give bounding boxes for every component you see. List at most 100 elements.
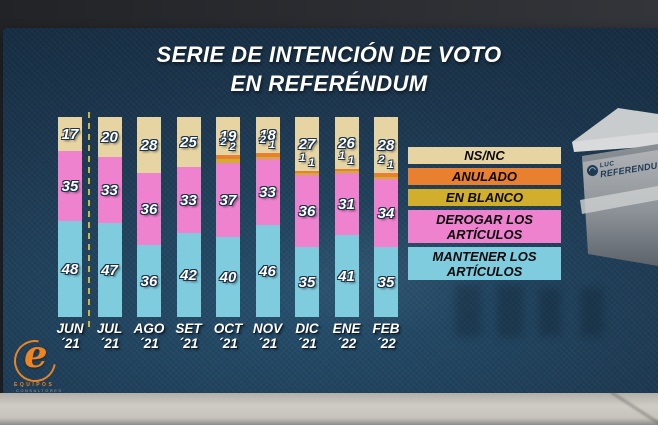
en-blanco-value: 1 [387, 159, 394, 171]
bar-value: 46 [259, 262, 276, 280]
bar-value: 17 [61, 125, 79, 143]
bar-segment-mantener-los-art-culos: 46 [255, 225, 280, 317]
month-label: FEB ´22 [364, 321, 408, 351]
bar-value: 36 [298, 202, 316, 220]
stacked-bar-ago-21: 36 36 28 [137, 117, 161, 317]
stacked-bar-dic-21: 35 36 27 1 1 [295, 117, 319, 317]
bar-value: 34 [377, 204, 395, 222]
bar-value: 26 [338, 134, 355, 152]
month-year: ´21 [99, 335, 120, 351]
bar-segment-derogar-los-art-culos: 36 [137, 173, 161, 245]
bar-segment-en-blanco [374, 177, 398, 179]
bar-segment-derogar-los-art-culos: 33 [176, 167, 201, 233]
bar-value: 48 [61, 260, 79, 278]
legend-item-mantener-los-art-culos: MANTENER LOS ARTÍCULOS [408, 247, 561, 280]
bar-segment-anulado [334, 169, 359, 171]
legend-label: EN BLANCO [445, 190, 524, 205]
ballot-box-ledge [580, 186, 658, 214]
ballot-box-brand-top: LUC [599, 160, 615, 169]
equipos-logo-name: EQUIPOS [14, 382, 55, 388]
bar-value: 25 [180, 133, 197, 151]
legend-item-en-blanco: EN BLANCO [408, 189, 561, 206]
studio-floor [0, 393, 658, 425]
anulado-value: 2 [259, 134, 266, 146]
month-year: ´21 [60, 335, 80, 351]
bar-segment-en-blanco [255, 157, 280, 159]
stacked-bar-ene-22: 41 31 26 1 1 [334, 117, 359, 317]
month-label: JUN ´21 [48, 321, 92, 351]
bar-value: 20 [101, 128, 118, 146]
bar-value: 42 [180, 266, 197, 284]
ballot-box-lid-front [572, 132, 658, 152]
bar-value: 33 [259, 183, 276, 201]
bar-value: 41 [338, 267, 355, 285]
ballot-box-lid-top [572, 108, 658, 146]
bar-value: 35 [298, 273, 316, 291]
bar-value: 40 [219, 268, 237, 286]
bar-segment-mantener-los-art-culos: 48 [58, 221, 82, 317]
anulado-value: 2 [220, 136, 227, 148]
legend-label: ARTÍCULOS [446, 226, 523, 242]
legend-label: MANTENER LOS [432, 248, 537, 264]
bar-segment-anulado [295, 171, 319, 173]
bar-segment-derogar-los-art-culos: 31 [334, 173, 359, 235]
bar-segment-mantener-los-art-culos: 35 [295, 247, 319, 317]
anulado-value: 1 [299, 152, 306, 164]
stacked-bar-oct-21: 40 37 19 2 2 [216, 117, 240, 317]
bar-segment-mantener-los-art-culos: 47 [97, 223, 122, 317]
bar-value: 31 [338, 195, 355, 213]
en-blanco-value: 1 [348, 155, 355, 167]
month-year: ´21 [178, 335, 199, 351]
month-year: ´21 [257, 335, 278, 351]
referendum-logo-icon [586, 165, 598, 177]
ballot-box-lid-shadow [582, 144, 658, 162]
bar-segment-derogar-los-art-culos: 33 [255, 159, 280, 225]
bar-segment-anulado [216, 155, 240, 159]
anulado-value: 2 [378, 154, 385, 166]
month-year: ´22 [336, 335, 357, 351]
month-year: ´21 [139, 335, 159, 351]
legend-item-derogar-los-art-culos: DEROGAR LOS ARTÍCULOS [408, 210, 561, 243]
month-name: AGO [133, 321, 165, 336]
month-year: ´21 [297, 335, 317, 351]
month-label: AGO ´21 [127, 321, 171, 351]
bar-value: 18 [259, 126, 276, 144]
legend-item-ns-nc: NS/NC [408, 147, 561, 164]
legend-item-anulado: ANULADO [408, 168, 561, 185]
month-name: OCT [213, 321, 243, 336]
bar-segment-ns-nc: 28 [137, 117, 161, 173]
bar-value: 47 [101, 261, 118, 279]
month-label: DIC ´21 [285, 321, 329, 351]
legend: NS/NC ANULADO EN BLANCO DEROGAR LOS ARTÍCULO… [408, 147, 561, 280]
page-title: SERIE DE INTENCIÓN DE VOTO EN REFERÉNDUM [0, 40, 658, 98]
bar-segment-ns-nc: 19 [216, 117, 240, 155]
month-year: ´22 [376, 335, 396, 351]
legend-label: DEROGAR LOS [436, 211, 533, 227]
referendum-logo-swirl [589, 167, 596, 172]
bar-segment-derogar-los-art-culos: 37 [216, 163, 240, 237]
ballot-box-illustration: LUC REFERENDUM [572, 108, 658, 266]
month-name: JUN [56, 321, 84, 336]
bar-segment-mantener-los-art-culos: 35 [374, 247, 398, 317]
bar-segment-ns-nc: 18 [255, 117, 280, 153]
en-blanco-value: 1 [308, 157, 315, 169]
stacked-bar-nov-21: 46 33 18 2 1 [255, 117, 280, 317]
equipos-logo-subname: CONSULTORES [16, 388, 63, 393]
month-label: JUL ´21 [88, 321, 132, 351]
bar-value: 35 [61, 177, 79, 195]
legend-label: NS/NC [464, 148, 505, 163]
month-name: ENE [332, 321, 361, 336]
bar-segment-anulado [374, 173, 398, 177]
bar-value: 36 [140, 272, 158, 290]
bar-segment-mantener-los-art-culos: 36 [137, 245, 161, 317]
bar-segment-derogar-los-art-culos: 33 [97, 157, 122, 223]
title-line-2: EN REFERÉNDUM [230, 71, 428, 96]
bar-segment-en-blanco [334, 171, 359, 173]
en-blanco-value: 2 [229, 141, 236, 153]
equipos-logo-letter: e [24, 332, 48, 376]
month-name: DIC [295, 321, 319, 336]
